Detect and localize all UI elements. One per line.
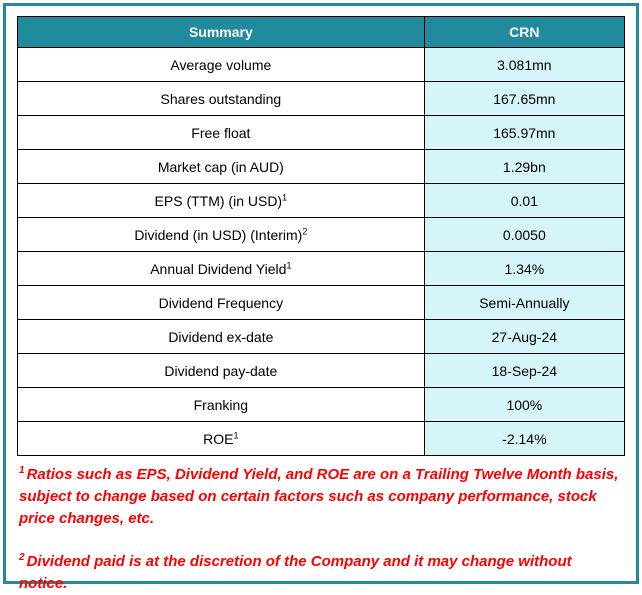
row-label-text: EPS (TTM) (in USD) [154,192,283,209]
row-value: 0.0050 [423,217,626,252]
row-value: 27-Aug-24 [423,319,626,354]
row-label-text: Dividend (in USD) (Interim) [134,226,303,243]
row-value: 100% [423,387,626,422]
row-label-text: Franking [193,396,249,413]
footnote-1-text: Ratios such as EPS, Dividend Yield, and … [19,466,619,527]
row-label-sup: 1 [233,429,239,440]
table-row: Market cap (in AUD) 1.29bn [17,149,626,184]
row-label-text: ROE [203,430,234,447]
row-label-text: Free float [191,124,251,141]
footnote-1: 1 Ratios such as EPS, Dividend Yield, and… [19,464,623,529]
row-value: 165.97mn [423,115,626,150]
row-label-text: Average volume [170,56,272,73]
row-value: Semi-Annually [423,285,626,320]
row-label: Annual Dividend Yield1 [17,251,425,286]
row-label-text: Dividend Frequency [158,294,284,311]
row-value: 18-Sep-24 [423,353,626,388]
row-label: Shares outstanding [17,81,425,116]
row-value: 1.34% [423,251,626,286]
row-label-sup: 1 [282,191,288,202]
footnote-2: 2 Dividend paid is at the discretion of t… [19,551,623,595]
row-label: Average volume [17,47,425,82]
table-row: Dividend pay-date 18-Sep-24 [17,353,626,388]
table-row: ROE1 -2.14% [17,421,626,456]
row-label-text: Dividend ex-date [168,328,274,345]
table-row: EPS (TTM) (in USD)1 0.01 [17,183,626,218]
row-label-sup: 2 [302,225,308,236]
summary-table: Summary CRN Average volume 3.081mn Share… [17,16,626,456]
row-label-text: Annual Dividend Yield [150,260,287,277]
row-label-text: Shares outstanding [160,90,282,107]
row-label: Dividend (in USD) (Interim)2 [17,217,425,252]
footnote-2-text: Dividend paid is at the discretion of th… [19,553,572,592]
table-row: Average volume 3.081mn [17,47,626,82]
table-row: Free float 165.97mn [17,115,626,150]
row-value: 3.081mn [423,47,626,82]
header-row: Summary CRN [17,16,626,48]
table-row: Dividend (in USD) (Interim)2 0.0050 [17,217,626,252]
row-value: -2.14% [423,421,626,456]
footnote-1-sup: 1 [19,465,25,476]
footnotes-section: 1 Ratios such as EPS, Dividend Yield, and… [17,464,625,595]
row-label: Market cap (in AUD) [17,149,425,184]
table-frame: Summary CRN Average volume 3.081mn Share… [3,3,639,592]
row-label-text: Market cap (in AUD) [157,158,284,175]
row-label: ROE1 [17,421,425,456]
row-value: 1.29bn [423,149,626,184]
row-label: Franking [17,387,425,422]
row-label: Dividend pay-date [17,353,425,388]
header-crn: CRN [423,16,626,48]
table-row: Franking 100% [17,387,626,422]
row-value: 167.65mn [423,81,626,116]
table-row: Dividend ex-date 27-Aug-24 [17,319,626,354]
row-label: EPS (TTM) (in USD)1 [17,183,425,218]
table-row: Dividend Frequency Semi-Annually [17,285,626,320]
header-summary: Summary [17,16,425,48]
table-row: Shares outstanding 167.65mn [17,81,626,116]
row-label: Free float [17,115,425,150]
row-label-sup: 1 [286,259,292,270]
row-label: Dividend ex-date [17,319,425,354]
row-value: 0.01 [423,183,626,218]
footnote-2-sup: 2 [19,552,25,564]
table-row: Annual Dividend Yield1 1.34% [17,251,626,286]
row-label: Dividend Frequency [17,285,425,320]
row-label-text: Dividend pay-date [164,362,278,379]
